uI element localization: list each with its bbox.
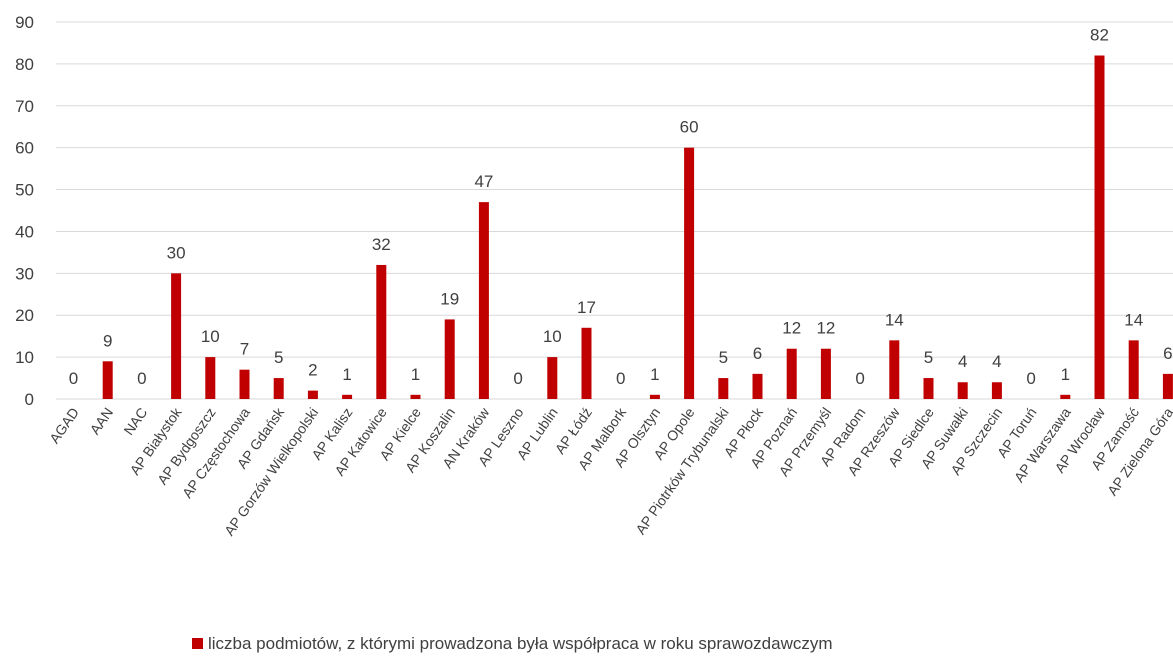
y-axis-ticks: 0 10 20 30 40 50 60 70 80 90 [15, 13, 34, 409]
bar [991, 382, 1002, 399]
bar [752, 373, 763, 399]
y-tick-label: 90 [15, 13, 34, 32]
data-label: 5 [924, 348, 933, 367]
data-label: 5 [274, 348, 283, 367]
data-label: 6 [1163, 344, 1172, 363]
data-labels: 0 9 0 30 10 7 5 2 1 32 1 19 47 0 10 17 0 1 60 5 6 12 12 0 14 5 4 4 0… [69, 26, 1173, 388]
gridlines [56, 21, 1173, 400]
data-label: 32 [372, 235, 391, 254]
bar [444, 319, 455, 399]
data-label: 19 [440, 289, 459, 308]
y-tick-label: 10 [15, 348, 34, 367]
data-label: 4 [958, 352, 967, 371]
data-label: 82 [1090, 26, 1109, 45]
bar [1162, 373, 1173, 399]
bar [171, 273, 182, 399]
data-label: 5 [719, 348, 728, 367]
bar [957, 382, 968, 399]
data-label: 0 [1026, 369, 1035, 388]
bar [1094, 55, 1105, 400]
data-label: 4 [992, 352, 1001, 371]
data-label: 14 [1124, 310, 1143, 329]
bar [410, 394, 421, 399]
bar [273, 378, 284, 399]
legend: liczba podmiotów, z którymi prowadzona b… [192, 634, 833, 653]
bar [342, 394, 353, 399]
x-tick-label: AGAD [46, 405, 82, 447]
bar [581, 327, 592, 399]
bar [889, 340, 900, 399]
bar [205, 357, 216, 399]
data-label: 0 [855, 369, 864, 388]
y-tick-label: 0 [25, 390, 34, 409]
y-tick-label: 60 [15, 139, 34, 158]
x-tick-label: AAN [87, 405, 117, 438]
bar [1060, 394, 1071, 399]
y-tick-label: 50 [15, 181, 34, 200]
data-label: 9 [103, 331, 112, 350]
data-label: 14 [885, 310, 904, 329]
bar [923, 378, 934, 399]
y-tick-label: 40 [15, 222, 34, 241]
data-label: 10 [543, 327, 562, 346]
bar [376, 264, 387, 399]
data-label: 2 [308, 361, 317, 380]
y-tick-label: 20 [15, 306, 34, 325]
data-label: 0 [69, 369, 78, 388]
data-label: 0 [513, 369, 522, 388]
data-label: 1 [650, 365, 659, 384]
bar [478, 202, 489, 399]
data-label: 0 [137, 369, 146, 388]
y-tick-label: 70 [15, 97, 34, 116]
data-label: 17 [577, 298, 596, 317]
data-label: 10 [201, 327, 220, 346]
bar [102, 361, 113, 399]
data-label: 60 [680, 118, 699, 137]
x-tick-label: NAC [120, 405, 150, 438]
y-tick-label: 30 [15, 264, 34, 283]
bar [239, 369, 250, 399]
bar [307, 390, 318, 399]
data-label: 1 [1061, 365, 1070, 384]
data-label: 1 [342, 365, 351, 384]
data-label: 6 [753, 344, 762, 363]
data-label: 47 [474, 172, 493, 191]
bar [718, 378, 729, 399]
legend-label: liczba podmiotów, z którymi prowadzona b… [208, 634, 833, 653]
bar [684, 147, 695, 399]
data-label: 7 [240, 340, 249, 359]
bar [547, 357, 558, 399]
data-label: 0 [616, 369, 625, 388]
y-tick-label: 80 [15, 55, 34, 74]
bar [1128, 340, 1139, 399]
bar [649, 394, 660, 399]
data-label: 12 [816, 319, 835, 338]
bar [820, 348, 831, 399]
bars [102, 55, 1173, 400]
data-label: 30 [167, 243, 186, 262]
data-label: 12 [782, 319, 801, 338]
data-label: 1 [411, 365, 420, 384]
legend-swatch [192, 638, 203, 649]
bar [786, 348, 797, 399]
